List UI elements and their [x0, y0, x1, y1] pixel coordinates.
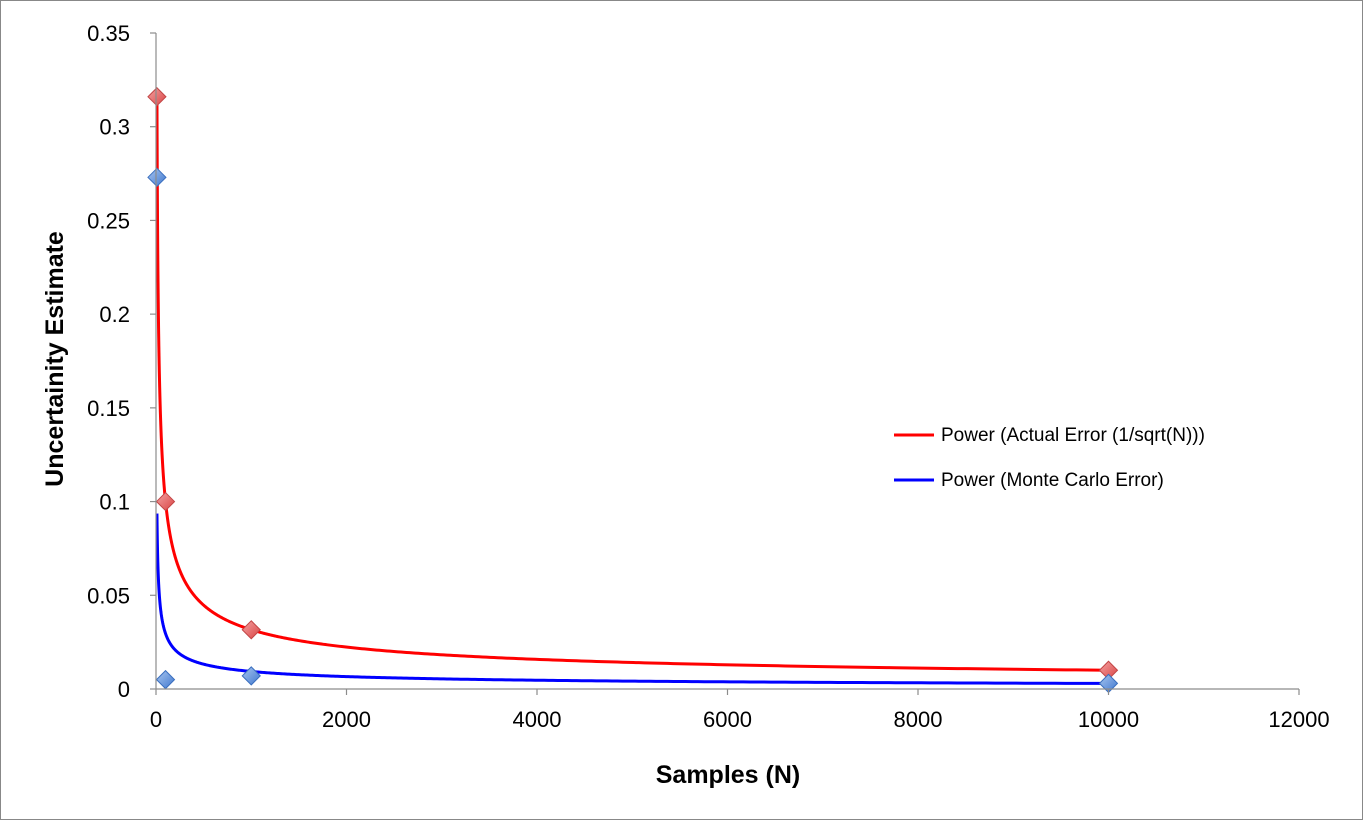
x-axis-title: Samples (N) — [656, 761, 800, 789]
y-tick-label: 0.15 — [87, 396, 130, 421]
data-point-monte-carlo-error — [241, 666, 261, 686]
trendline-actual-error — [156, 96, 1109, 672]
y-tick-label: 0.1 — [99, 490, 130, 515]
y-tick-label: 0.35 — [87, 21, 130, 46]
x-tick-label: 4000 — [513, 707, 562, 732]
y-axis-title: Uncertainity Estimate — [41, 231, 69, 487]
data-point-actual-error — [241, 620, 261, 640]
data-point-actual-error — [147, 87, 167, 107]
plot-layer — [147, 87, 1119, 694]
y-tick-label: 0.3 — [99, 115, 130, 140]
x-tick-label: 12000 — [1268, 707, 1329, 732]
data-point-monte-carlo-error — [147, 167, 167, 188]
x-tick-label: 8000 — [894, 707, 943, 732]
y-tick-label: 0.25 — [87, 208, 130, 233]
axes-layer: 0 0.05 0.1 0.15 0.2 0.25 0.3 0.35 0 2000 4000 6000 8… — [87, 21, 1329, 732]
x-tick-label: 10000 — [1078, 707, 1139, 732]
x-tick-label: 0 — [150, 707, 162, 732]
data-point-monte-carlo-error — [155, 669, 176, 690]
y-tick-label: 0 — [118, 677, 130, 702]
y-tick-label: 0.05 — [87, 583, 130, 608]
x-tick-label: 2000 — [322, 707, 371, 732]
plot-area — [156, 96, 1109, 685]
y-tick-label: 0.2 — [99, 302, 130, 327]
x-tick-label: 6000 — [703, 707, 752, 732]
legend: Power (Actual Error (1/sqrt(N))) Power (M… — [894, 425, 1205, 491]
legend-label-actual-error: Power (Actual Error (1/sqrt(N))) — [941, 425, 1205, 446]
trendline-monte-carlo-error — [156, 513, 1109, 685]
legend-label-monte-carlo-error: Power (Monte Carlo Error) — [941, 470, 1164, 491]
data-point-actual-error — [155, 491, 176, 512]
